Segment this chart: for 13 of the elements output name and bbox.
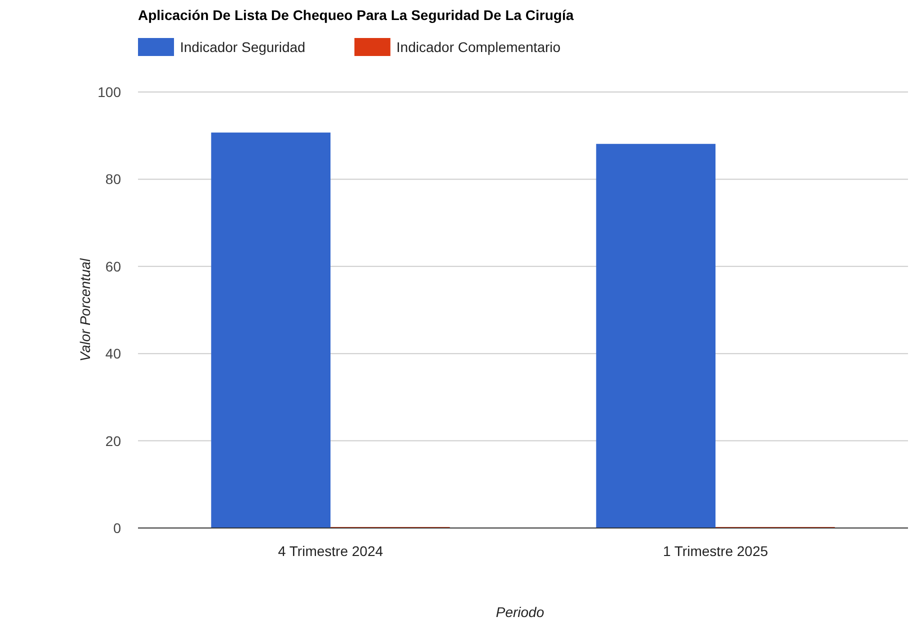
y-tick-label: 0 [113,520,122,536]
chart-title: Aplicación De Lista De Chequeo Para La Seguridad De La Cirugía [138,7,574,23]
y-tick-label: 60 [105,258,122,274]
y-tick-label: 80 [105,171,122,188]
legend-label: Indicador Seguridad [180,39,306,55]
x-tick-label: 1 Trimestre 2025 [662,543,768,559]
legend-label: Indicador Complementario [396,39,561,55]
y-tick-label: 40 [105,346,122,362]
y-tick-label: 20 [105,432,122,449]
x-axis-title: Periodo [496,604,544,620]
y-axis-title: Valor Porcentual [77,258,93,362]
y-tick-label: 100 [98,84,122,100]
x-tick-label: 4 Trimestre 2024 [278,543,384,559]
